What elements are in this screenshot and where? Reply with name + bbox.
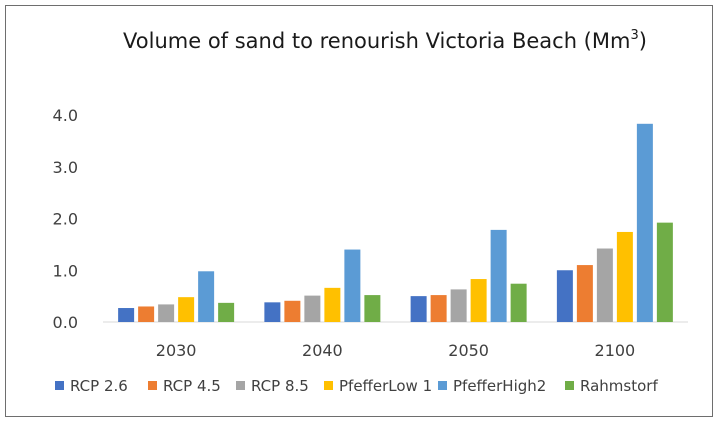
legend-item: Rahmstorf (565, 377, 658, 395)
legend-label: PfefferHigh2 (453, 377, 546, 395)
legend-label: PfefferLow 1 (339, 377, 432, 395)
y-tick-label: 3.0 (53, 158, 78, 177)
bar-2100-rcp-4-5 (576, 265, 593, 322)
bar-2050-pfefferhigh2 (490, 229, 507, 322)
legend-item: RCP 2.6 (55, 377, 128, 395)
chart-title-main: Volume of sand to renourish Victoria Bea… (123, 29, 630, 53)
bar-2050-rcp-8-5 (450, 289, 467, 322)
x-tick-label: 2030 (156, 341, 197, 360)
bar-2050-rcp-2-6 (410, 296, 427, 322)
bar-2030-pfefferhigh2 (198, 271, 215, 322)
bar-2100-rahmstorf (656, 222, 673, 322)
bar-2050-rahmstorf (510, 283, 527, 322)
bar-2100-rcp-8-5 (596, 248, 613, 322)
x-tick-label: 2100 (595, 341, 636, 360)
bar-2100-rcp-2-6 (556, 270, 573, 322)
x-tick-label: 2040 (302, 341, 343, 360)
legend-item: RCP 8.5 (236, 377, 309, 395)
legend-item: PfefferLow 1 (324, 377, 432, 395)
legend-swatch (438, 381, 447, 390)
legend-swatch (55, 381, 64, 390)
y-axis-ticks: 0.0 1.0 2.0 3.0 4.0 (53, 106, 78, 332)
x-tick-label: 2050 (448, 341, 489, 360)
x-axis-labels: 2030 2040 2050 2100 (156, 341, 635, 360)
bar-2100-pfefferlow-1 (616, 231, 633, 322)
legend-item: PfefferHigh2 (438, 377, 546, 395)
bar-2040-pfefferhigh2 (344, 249, 361, 322)
legend-label: Rahmstorf (580, 377, 658, 395)
legend-label: RCP 2.6 (70, 377, 128, 395)
y-tick-label: 0.0 (53, 313, 78, 332)
legend-swatch (565, 381, 574, 390)
legend-swatch (148, 381, 157, 390)
y-tick-label: 4.0 (53, 106, 78, 125)
bar-2050-rcp-4-5 (430, 295, 447, 322)
chart-title: Volume of sand to renourish Victoria Bea… (123, 28, 647, 53)
legend-label: RCP 4.5 (163, 377, 221, 395)
bar-2050-pfefferlow-1 (470, 279, 487, 322)
chart-frame (5, 5, 713, 417)
legend-swatch (236, 381, 245, 390)
bars (118, 123, 673, 322)
bar-2040-rcp-4-5 (284, 300, 301, 322)
chart-title-superscript: 3 (630, 28, 638, 43)
bar-2030-rcp-2-6 (118, 308, 135, 322)
legend-item: RCP 4.5 (148, 377, 221, 395)
bar-2030-rcp-4-5 (138, 306, 155, 322)
bar-2040-rcp-8-5 (304, 295, 321, 322)
bar-2030-rcp-8-5 (158, 304, 175, 322)
bar-2030-rahmstorf (218, 302, 235, 322)
bar-2100-pfefferhigh2 (636, 123, 653, 322)
bar-2040-rcp-2-6 (264, 302, 281, 322)
bar-2030-pfefferlow-1 (178, 297, 195, 322)
legend: RCP 2.6 RCP 4.5 RCP 8.5 PfefferLow 1 Pfeffer… (55, 377, 658, 395)
bar-2040-rahmstorf (364, 295, 381, 322)
y-tick-label: 1.0 (53, 261, 78, 280)
y-tick-label: 2.0 (53, 210, 78, 229)
legend-label: RCP 8.5 (251, 377, 309, 395)
legend-swatch (324, 381, 333, 390)
chart-title-suffix: ) (639, 29, 647, 53)
bar-2040-pfefferlow-1 (324, 287, 341, 322)
